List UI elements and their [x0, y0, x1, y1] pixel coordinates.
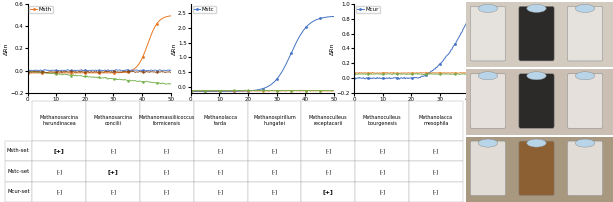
Msth [62, 72, 69, 74]
Ellipse shape [576, 139, 595, 147]
Mstc [187, 90, 194, 93]
FancyBboxPatch shape [466, 2, 613, 67]
Msth [32, 72, 40, 74]
X-axis label: Ct: Ct [96, 103, 102, 108]
FancyBboxPatch shape [568, 6, 603, 61]
Mcur [356, 77, 364, 79]
Msth [167, 15, 174, 17]
FancyBboxPatch shape [466, 137, 613, 202]
FancyBboxPatch shape [568, 141, 603, 196]
Mcur [359, 77, 367, 79]
Line: Msth: Msth [27, 15, 171, 74]
X-axis label: Ct: Ct [259, 103, 266, 108]
Mcur [351, 77, 358, 79]
Mstc [318, 17, 326, 19]
Legend: Mstc: Mstc [192, 6, 216, 13]
Mstc [225, 90, 232, 93]
Ellipse shape [478, 139, 498, 147]
Mstc [196, 90, 203, 93]
Msth [160, 17, 167, 19]
Msth [50, 72, 58, 74]
Line: Mstc: Mstc [190, 16, 335, 92]
FancyBboxPatch shape [568, 74, 603, 128]
Y-axis label: ΔRn: ΔRn [4, 42, 9, 55]
Mcur [488, 3, 495, 5]
Mcur [493, 3, 501, 5]
Mstc [214, 90, 221, 93]
Mcur [396, 78, 403, 80]
Msth [154, 21, 162, 23]
Mcur [482, 3, 490, 5]
Mstc [323, 16, 330, 18]
FancyBboxPatch shape [470, 6, 506, 61]
FancyBboxPatch shape [470, 141, 506, 196]
Y-axis label: ΔRn: ΔRn [330, 42, 335, 55]
Mcur [471, 3, 479, 5]
Ellipse shape [576, 72, 595, 80]
Ellipse shape [527, 139, 546, 147]
FancyBboxPatch shape [466, 69, 613, 135]
Ellipse shape [478, 72, 498, 80]
Mstc [330, 15, 338, 18]
Line: Mcur: Mcur [354, 3, 498, 80]
Legend: Msth: Msth [29, 6, 53, 13]
FancyBboxPatch shape [519, 141, 554, 196]
Ellipse shape [527, 72, 546, 80]
FancyBboxPatch shape [470, 74, 506, 128]
Ellipse shape [576, 4, 595, 13]
Y-axis label: ΔRn: ΔRn [172, 42, 177, 55]
FancyBboxPatch shape [519, 74, 554, 128]
Ellipse shape [478, 4, 498, 13]
X-axis label: Ct: Ct [422, 103, 429, 108]
Legend: Mcur: Mcur [356, 6, 379, 13]
Mcur [389, 77, 396, 79]
Mstc [193, 90, 200, 93]
Mcur [377, 77, 384, 79]
FancyBboxPatch shape [519, 6, 554, 61]
Msth [24, 72, 31, 74]
Ellipse shape [527, 4, 546, 13]
Msth [29, 72, 37, 74]
